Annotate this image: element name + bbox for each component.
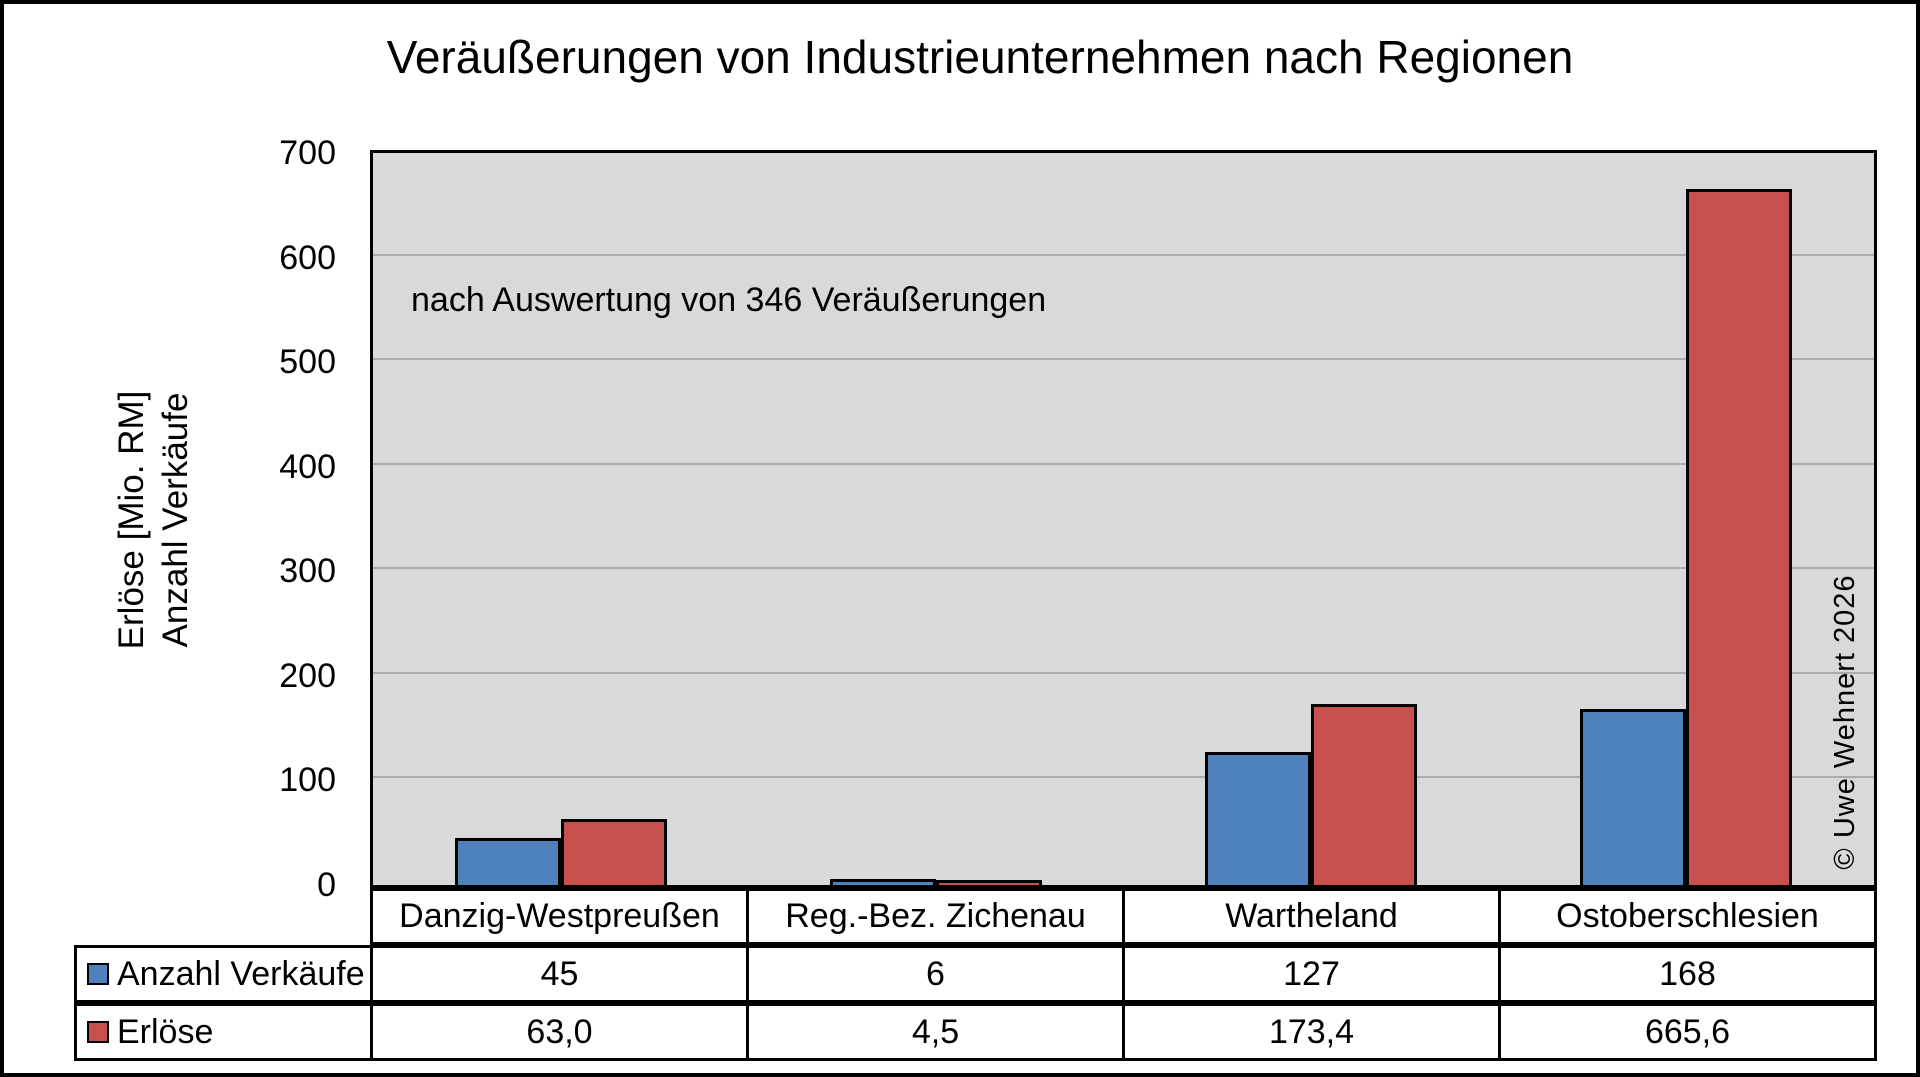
gridline-600 xyxy=(373,253,1874,256)
bar-anzahl-verk-ufe-reg-bez-zichenau xyxy=(830,879,936,885)
bar-erl-se-reg-bez-zichenau xyxy=(936,880,1042,885)
category-label-danzig-westpreu-en: Danzig-Westpreußen xyxy=(373,891,746,942)
plot-area: nach Auswertung von 346 Veräußerungen © … xyxy=(370,150,1877,888)
table-row-anzahl-verk-ufe: Anzahl Verkäufe 45 6 127 168 xyxy=(74,945,1877,1003)
annotation: nach Auswertung von 346 Veräußerungen xyxy=(411,281,1047,319)
table-row-erl-se: Erlöse 63,0 4,5 173,4 665,6 xyxy=(74,1003,1877,1061)
bar-erl-se-ostoberschlesien xyxy=(1686,189,1792,885)
category-label-wartheland: Wartheland xyxy=(1122,891,1498,942)
watermark: © Uwe Wehnert 2026 xyxy=(1829,574,1861,870)
bar-erl-se-wartheland xyxy=(1311,704,1417,885)
y-tick-label-300: 300 xyxy=(279,552,336,590)
y-tick-label-500: 500 xyxy=(279,343,336,381)
value-cell-anzahl-verk-ufe-reg-bez-zichenau: 6 xyxy=(746,948,1122,1000)
gridline-500 xyxy=(373,358,1874,361)
y-tick-label-200: 200 xyxy=(279,657,336,695)
chart-title: Veräußerungen von Industrieunternehmen n… xyxy=(386,31,1574,83)
bar-anzahl-verk-ufe-ostoberschlesien xyxy=(1580,709,1686,885)
bar-anzahl-verk-ufe-wartheland xyxy=(1205,752,1311,885)
value-cell-erl-se-reg-bez-zichenau: 4,5 xyxy=(746,1006,1122,1058)
gridline-200 xyxy=(373,671,1874,674)
value-cell-anzahl-verk-ufe-wartheland: 127 xyxy=(1122,948,1498,1000)
y-tick-label-700: 700 xyxy=(279,134,336,172)
category-label-ostoberschlesien: Ostoberschlesien xyxy=(1498,891,1874,942)
category-row: Danzig-Westpreußen Reg.-Bez. Zichenau Wart… xyxy=(370,888,1877,945)
value-cell-erl-se-danzig-westpreu-en: 63,0 xyxy=(370,1006,746,1058)
value-cell-anzahl-verk-ufe-danzig-westpreu-en: 45 xyxy=(370,948,746,1000)
y-axis-tick-labels: 0 100 200 300 400 500 600 700 xyxy=(4,134,336,904)
value-cell-erl-se-wartheland: 173,4 xyxy=(1122,1006,1498,1058)
value-cell-erl-se-ostoberschlesien: 665,6 xyxy=(1498,1006,1874,1058)
y-tick-label-600: 600 xyxy=(279,239,336,277)
legend-swatch-icon xyxy=(87,1021,109,1043)
value-cell-anzahl-verk-ufe-ostoberschlesien: 168 xyxy=(1498,948,1874,1000)
gridline-300 xyxy=(373,567,1874,570)
bar-anzahl-verk-ufe-danzig-westpreu-en xyxy=(455,838,561,885)
legend-cell-erl-se: Erlöse xyxy=(77,1006,370,1058)
gridline-100 xyxy=(373,776,1874,779)
legend-label: Erlöse xyxy=(117,1012,214,1051)
y-tick-label-400: 400 xyxy=(279,448,336,486)
legend-label: Anzahl Verkäufe xyxy=(117,954,365,993)
legend-swatch-icon xyxy=(87,963,109,985)
data-table: Anzahl Verkäufe 45 6 127 168 Erlöse 63,0 4,5 173… xyxy=(74,945,1877,1061)
bar-erl-se-danzig-westpreu-en xyxy=(561,819,667,885)
y-tick-label-100: 100 xyxy=(279,761,336,799)
category-label-reg-bez-zichenau: Reg.-Bez. Zichenau xyxy=(746,891,1122,942)
y-tick-label-0: 0 xyxy=(317,866,336,904)
legend-cell-anzahl-verk-ufe: Anzahl Verkäufe xyxy=(77,948,370,1000)
gridline-400 xyxy=(373,462,1874,465)
